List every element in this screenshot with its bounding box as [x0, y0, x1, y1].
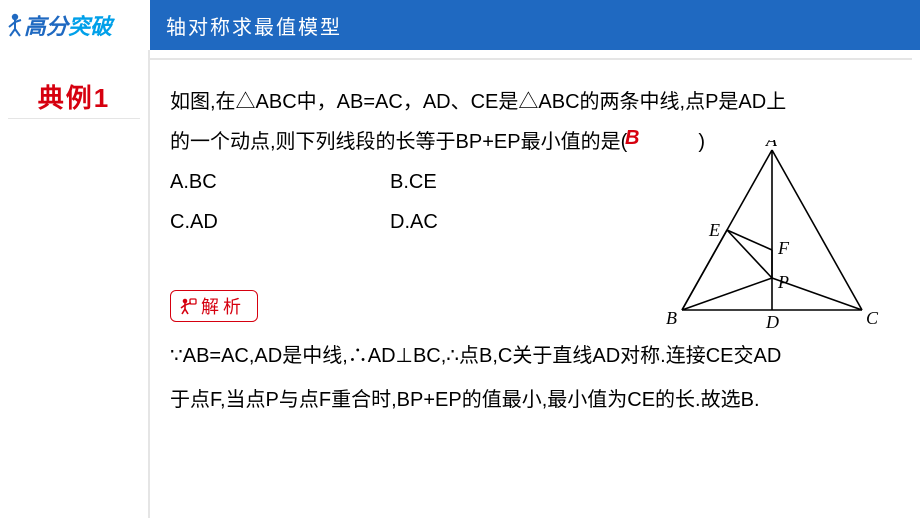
svg-text:C: C [866, 308, 879, 328]
geometry-diagram: A B C D E FP [662, 140, 882, 330]
option-b: B.CE [390, 162, 437, 202]
problem-line-2: 的一个动点,则下列线段的长等于BP+EP最小值的是( [170, 131, 627, 153]
brand-char-0: 高 [24, 14, 46, 39]
analysis-button[interactable]: 解析 [170, 290, 258, 322]
svg-text:D: D [765, 312, 779, 330]
content-area: 如图,在△ABC中，AB=AC，AD、CE是△ABC的两条中线,点P是AD上 的… [150, 58, 912, 518]
explanation-line-2: 于点F,当点P与点F重合时,BP+EP的值最小,最小值为CE的长.故选B. [170, 389, 760, 411]
example-label: 典例1 [0, 78, 148, 115]
svg-text:B: B [666, 308, 677, 328]
option-d: D.AC [390, 202, 438, 242]
problem-line-1: 如图,在△ABC中，AB=AC，AD、CE是△ABC的两条中线,点P是AD上 [170, 91, 786, 113]
brand-char-3: 破 [90, 14, 112, 39]
svg-text:E: E [708, 220, 720, 240]
svg-text:P: P [777, 272, 789, 292]
page-title: 轴对称求最值模型 [150, 0, 920, 50]
option-a: A.BC [170, 162, 390, 202]
brand-block: 高分突破 [0, 0, 150, 50]
brand-text: 高分突破 [24, 9, 112, 41]
answer-mark: B [625, 118, 639, 158]
option-c: C.AD [170, 202, 390, 242]
brand-char-1: 分 [46, 14, 68, 39]
sidebar: 典例1 [0, 50, 150, 518]
brand-char-2: 突 [68, 14, 90, 39]
svg-text:F: F [777, 238, 790, 258]
person-icon [8, 13, 22, 37]
analysis-label: 解析 [201, 293, 245, 319]
explanation-line-1: ∵AB=AC,AD是中线,∴AD⊥BC,∴点B,C关于直线AD对称.连接CE交A… [170, 345, 781, 367]
svg-text:A: A [765, 140, 778, 150]
teacher-icon [179, 297, 197, 315]
explanation-text: ∵AB=AC,AD是中线,∴AD⊥BC,∴点B,C关于直线AD对称.连接CE交A… [170, 334, 892, 422]
